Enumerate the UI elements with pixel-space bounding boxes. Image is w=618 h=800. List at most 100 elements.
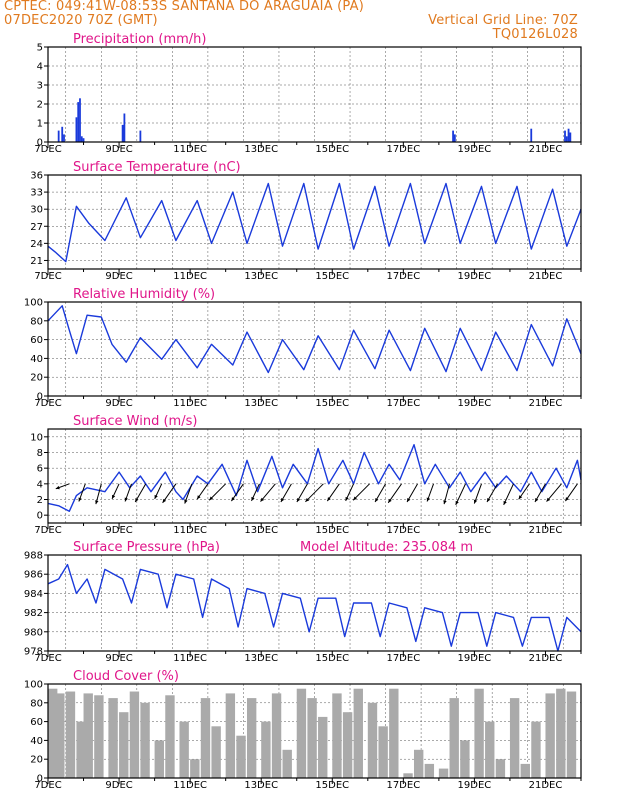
wind-ytick-label: 10 [30, 432, 43, 443]
temp-frame [47, 174, 582, 270]
precip-bar [123, 113, 126, 142]
wind-barb-head [197, 495, 201, 500]
precip-bar [82, 138, 85, 142]
pres-ytick-label: 988 [24, 551, 43, 562]
pres-xtick-label: 17DEC [386, 653, 420, 664]
precip-bar [77, 102, 80, 142]
cloud-area-bar [94, 695, 104, 778]
cloud-area-bar [449, 698, 459, 778]
cloud-area-bar [403, 773, 413, 778]
cloud-area-bar [460, 740, 470, 778]
cloud-area-bar [165, 695, 175, 778]
precip-bar [567, 128, 570, 142]
rh-xtick-label: 17DEC [386, 398, 420, 409]
cloud-area-bar [154, 740, 164, 778]
temp-series-line [47, 182, 582, 263]
wind-ytick-label: 4 [37, 479, 43, 490]
pres-xtick-label: 15DEC [315, 653, 349, 664]
wind-ytick-label: 6 [37, 464, 43, 475]
cloud-xtick-label: 9DEC [105, 780, 132, 791]
rh-series-line [47, 305, 582, 374]
cloud-ytick-label: 80 [30, 698, 43, 709]
precip-bar [452, 130, 454, 142]
wind-xtick-label: 7DEC [34, 525, 61, 536]
pres-xtick-label: 19DEC [458, 653, 492, 664]
rh-frame [47, 301, 582, 397]
wind-barb-head [55, 485, 60, 490]
wind-barb-head [407, 498, 411, 502]
wind-barb-head [231, 497, 235, 501]
cloud-area-bar [119, 712, 129, 778]
wind-barb-head [375, 498, 379, 502]
precip-xtick-label: 9DEC [105, 144, 132, 155]
pres-xtick-label: 9DEC [105, 653, 132, 664]
cloud-area-bar [556, 688, 566, 778]
wind-ytick-label: 8 [37, 448, 43, 459]
temp-ytick-label: 27 [30, 222, 43, 233]
cloud-area-bar [342, 712, 353, 778]
rh-ytick-label: 40 [30, 354, 43, 365]
precip-ytick-label: 5 [37, 43, 43, 54]
cloud-xtick-label: 7DEC [34, 780, 61, 791]
precip-frame [47, 46, 582, 143]
precip-xtick-label: 19DEC [458, 144, 492, 155]
cloud-area-bar [389, 688, 399, 778]
wind-barb-head [280, 498, 285, 502]
header-datetime: 07DEC2020 70Z (GMT) [4, 13, 158, 28]
header-gridline: Vertical Grid Line: 70Z [428, 13, 578, 28]
temp-xtick-label: 21DEC [529, 271, 563, 282]
wind-barb-head [426, 497, 430, 502]
wind-barb-head [112, 494, 116, 499]
precip-bar [57, 130, 60, 142]
cloud-xtick-label: 17DEC [386, 780, 420, 791]
cloud-ytick-label: 40 [30, 736, 43, 747]
cloud-area-bar [65, 691, 76, 778]
pres-ytick-label: 980 [24, 627, 43, 638]
rh-xtick-label: 21DEC [529, 398, 563, 409]
cloud-ytick-label: 20 [30, 755, 43, 766]
cloud-area-bar [495, 759, 506, 778]
cloud-xtick-label: 15DEC [315, 780, 349, 791]
precip-bar [75, 117, 78, 142]
wind-barb-head [535, 498, 539, 502]
rh-xtick-label: 15DEC [315, 398, 349, 409]
precip-bar [121, 124, 124, 142]
wind-barb-head [305, 498, 310, 502]
wind-xtick-label: 9DEC [105, 525, 132, 536]
precip-bar [63, 134, 65, 142]
pres-xtick-label: 7DEC [34, 653, 61, 664]
cloud-area-bar [76, 721, 86, 778]
cloud-ytick-label: 0 [37, 774, 43, 785]
pres-frame [47, 554, 582, 652]
cloud-area-bar [140, 702, 150, 778]
header-model-id: TQ0126L028 [492, 27, 578, 42]
precip-bar [61, 126, 64, 142]
wind-barb-head [345, 496, 349, 501]
cloud-area-bar [353, 688, 363, 778]
wind-barb-head [251, 496, 255, 501]
precip-bar [79, 98, 81, 142]
temp-ytick-label: 21 [30, 256, 43, 267]
wind-barb-head [296, 498, 301, 502]
precip-bar [139, 130, 142, 142]
cloud-xtick-label: 11DEC [173, 780, 207, 791]
cloud-area-bar [179, 721, 189, 778]
rh-ytick-label: 100 [24, 298, 43, 309]
wind-xtick-label: 13DEC [244, 525, 278, 536]
cloud-area-bar [55, 693, 65, 778]
rh-xtick-label: 19DEC [458, 398, 492, 409]
temp-xtick-label: 19DEC [458, 271, 492, 282]
cloud-area-bar [190, 759, 200, 778]
temp-xtick-label: 9DEC [105, 271, 132, 282]
temp-xtick-label: 11DEC [173, 271, 207, 282]
wind-barb-head [209, 496, 213, 501]
cloud-area-bar [413, 749, 424, 778]
temp-xtick-label: 7DEC [34, 271, 61, 282]
cloud-area-bar [296, 688, 307, 778]
precip-bar [569, 132, 572, 142]
cloud-title: Cloud Cover (%) [73, 669, 179, 684]
cloud-area-bar [129, 691, 140, 778]
wind-xtick-label: 17DEC [386, 525, 420, 536]
temp-ytick-label: 30 [30, 205, 43, 216]
